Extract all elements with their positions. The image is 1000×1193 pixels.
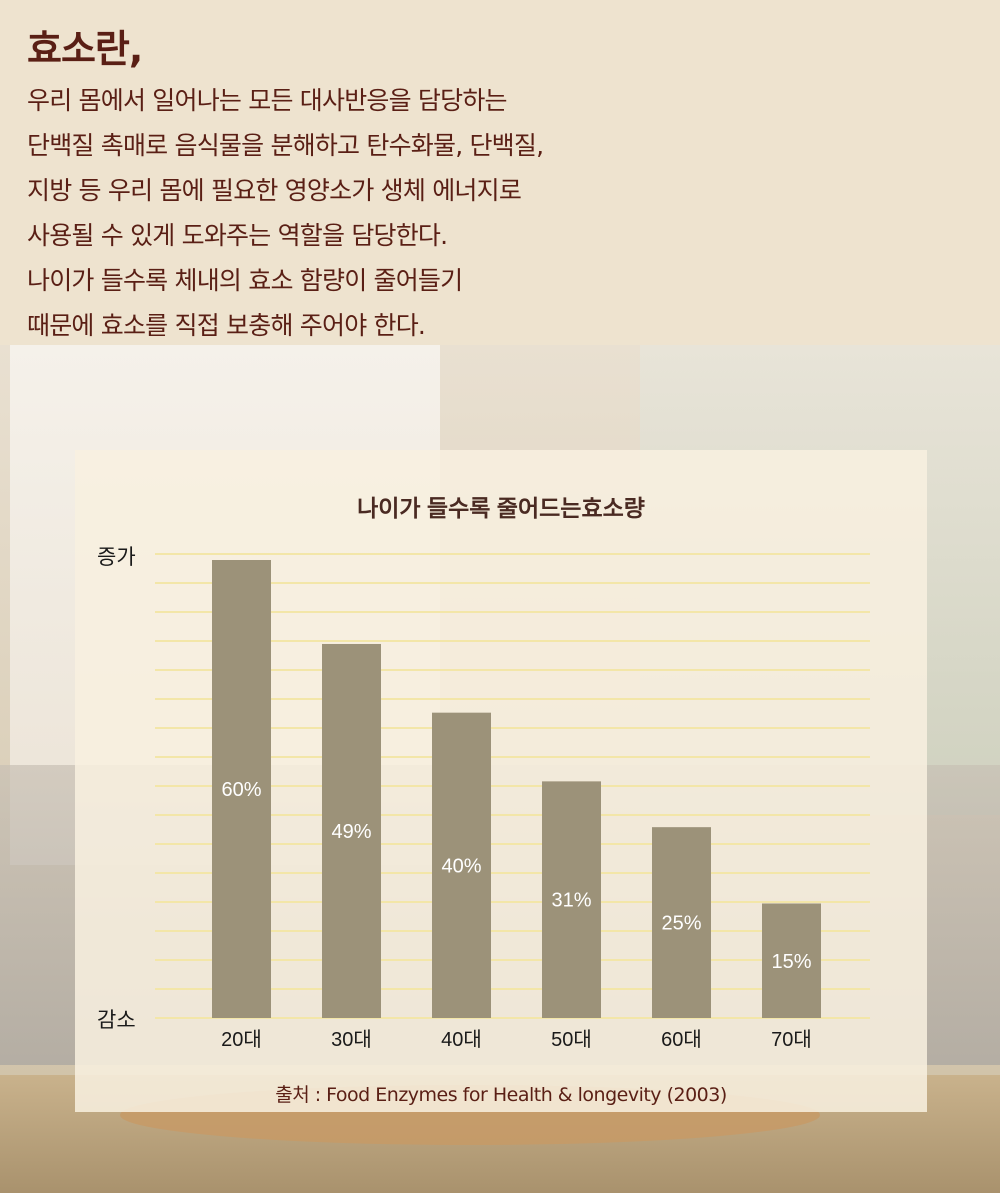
y-axis-top-label: 증가: [97, 546, 136, 569]
bar-70대: [762, 903, 821, 1018]
x-tick-label: 40대: [441, 1028, 482, 1051]
chart-title: 나이가 들수록 줄어드는효소량: [357, 495, 645, 521]
value-labels: 60% 49% 40% 31% 25% 15%: [221, 779, 811, 973]
bar-value-label: 15%: [771, 951, 811, 973]
bar-value-label: 25%: [661, 913, 701, 935]
x-tick-label: 30대: [331, 1028, 372, 1051]
x-tick-label: 20대: [221, 1028, 262, 1051]
x-axis-ticks: 20대 30대 40대 50대 60대 70대: [221, 1028, 812, 1051]
source-citation: 출처 : Food Enzymes for Health & longevity…: [275, 1084, 727, 1106]
bar-value-label: 40%: [441, 855, 481, 877]
bar-chart: 나이가 들수록 줄어드는효소량 증가 감소 60% 49% 40% 31% 25% 15%…: [97, 495, 870, 1051]
bar-value-label: 31%: [551, 890, 591, 912]
intro-text: 우리 몸에서 일어나는 모든 대사반응을 담당하는 단백질 촉매로 음식물을 분…: [27, 78, 544, 348]
chart-panel: 나이가 들수록 줄어드는효소량 증가 감소 60% 49% 40% 31% 25% 15%…: [75, 450, 927, 1112]
bars: [212, 560, 821, 1018]
intro-line: 사용될 수 있게 도와주는 역할을 담당한다.: [27, 221, 448, 250]
x-tick-label: 50대: [551, 1028, 592, 1051]
bar-60대: [652, 827, 711, 1018]
bar-40대: [432, 712, 491, 1018]
bar-20대: [212, 560, 271, 1018]
intro-section: 효소란, 우리 몸에서 일어나는 모든 대사반응을 담당하는 단백질 촉매로 음…: [0, 0, 1000, 345]
intro-line: 나이가 들수록 체내의 효소 함량이 줄어들기: [27, 266, 463, 295]
x-tick-label: 70대: [771, 1028, 812, 1051]
bar-30대: [322, 643, 381, 1018]
gridlines: [155, 553, 870, 1019]
intro-line: 단백질 촉매로 음식물을 분해하고 탄수화물, 단백질,: [27, 131, 544, 160]
intro-line: 지방 등 우리 몸에 필요한 영양소가 생체 에너지로: [27, 176, 522, 205]
intro-line: 우리 몸에서 일어나는 모든 대사반응을 담당하는: [27, 86, 508, 115]
bar-value-label: 60%: [221, 779, 261, 801]
y-axis-bottom-label: 감소: [97, 1009, 136, 1032]
intro-line: 때문에 효소를 직접 보충해 주어야 한다.: [27, 311, 426, 340]
bar-50대: [542, 781, 601, 1018]
intro-title: 효소란,: [27, 27, 143, 71]
bar-value-label: 49%: [331, 821, 371, 843]
x-tick-label: 60대: [661, 1028, 702, 1051]
